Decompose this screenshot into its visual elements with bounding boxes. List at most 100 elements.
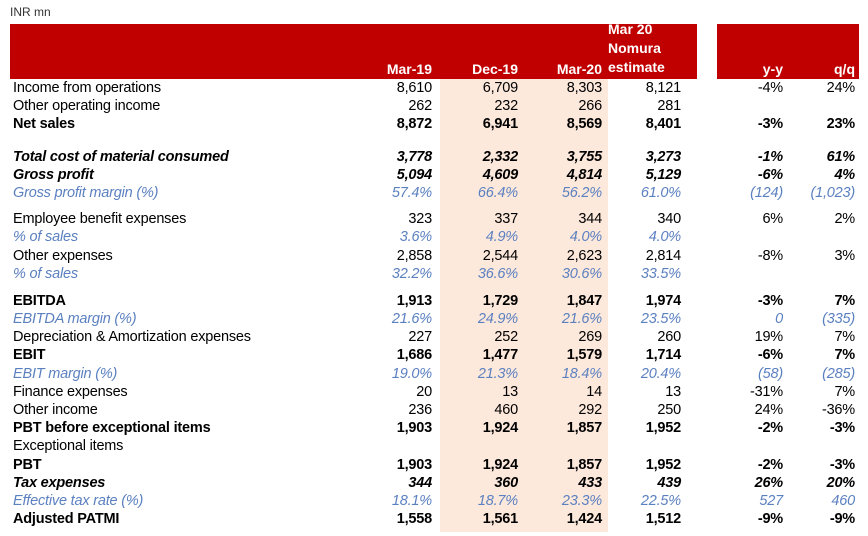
unit-label: INR mn — [10, 5, 51, 19]
cell-value: 1,903 — [396, 456, 432, 473]
cell-value: 360 — [494, 474, 518, 491]
cell-value: 4.0% — [569, 229, 602, 246]
cell-qq: 7% — [834, 383, 855, 400]
cell-value: 227 — [408, 329, 432, 346]
table-row: Income from operations 8,610 6,709 8,303 8,1… — [0, 79, 868, 97]
cell-value: 21.6% — [391, 311, 432, 328]
cell-yy: -8% — [757, 247, 783, 264]
cell-qq: 2% — [834, 211, 855, 228]
cell-value: 8,610 — [396, 80, 432, 96]
cell-value: 1,924 — [482, 456, 518, 473]
cell-value: 8,569 — [566, 116, 602, 133]
cell-yy: -2% — [757, 420, 783, 437]
row-label: EBITDA margin (%) — [13, 311, 137, 328]
cell-value: 1,857 — [566, 456, 602, 473]
table-row: Net sales 8,872 6,941 8,569 8,401 -3% 23% — [0, 115, 868, 133]
row-label: Tax expenses — [13, 474, 106, 491]
cell-value: 344 — [408, 474, 432, 491]
cell-value: 252 — [494, 329, 518, 346]
cell-value: 66.4% — [477, 184, 518, 201]
cell-value: 1,714 — [645, 347, 681, 364]
cell-value: 337 — [494, 211, 518, 228]
cell-value: 3.6% — [399, 229, 432, 246]
row-label: Exceptional items — [13, 438, 124, 455]
cell-value: 18.7% — [477, 492, 518, 509]
cell-value: 262 — [408, 98, 432, 115]
cell-value: 61.0% — [640, 184, 681, 201]
col-header-mar19: Mar-19 — [386, 61, 432, 77]
cell-value: 21.3% — [477, 365, 518, 382]
cell-qq: 7% — [834, 329, 855, 346]
table-row: EBITDA 1,913 1,729 1,847 1,974 -3% 7% — [0, 292, 868, 310]
cell-value: 1,729 — [482, 292, 518, 309]
cell-value: 260 — [657, 329, 681, 346]
cell-value: 1,924 — [482, 420, 518, 437]
table-row: PBT before exceptional items 1,903 1,924 1,… — [0, 419, 868, 437]
cell-qq: 3% — [834, 247, 855, 264]
cell-value: 21.6% — [561, 311, 602, 328]
table-row: Depreciation & Amortization expenses 227 2… — [0, 328, 868, 346]
cell-value: 344 — [578, 211, 602, 228]
cell-value: 269 — [578, 329, 602, 346]
cell-value: 30.6% — [561, 265, 602, 282]
row-label: Finance expenses — [13, 383, 128, 400]
table-row: % of sales 32.2% 36.6% 30.6% 33.5% — [0, 265, 868, 283]
row-label: Gross profit margin (%) — [13, 184, 159, 201]
cell-value: 4,814 — [566, 166, 602, 183]
cell-yy: 26% — [754, 474, 784, 491]
cell-value: 281 — [657, 98, 681, 115]
cell-value: 1,952 — [645, 420, 681, 437]
cell-value: 4,609 — [482, 166, 518, 183]
cell-yy: -31% — [749, 383, 783, 400]
estimate-line-2: Nomura — [608, 40, 661, 56]
cell-value: 6,709 — [482, 80, 518, 96]
col-header-yy: y-y — [762, 61, 783, 77]
cell-value: 57.4% — [391, 184, 432, 201]
cell-value: 1,913 — [396, 292, 432, 309]
cell-value: 1,561 — [482, 511, 518, 528]
cell-value: 33.5% — [640, 265, 681, 282]
table-row: PBT 1,903 1,924 1,857 1,952 -2% -3% — [0, 456, 868, 474]
row-label: Net sales — [13, 116, 75, 133]
cell-yy: (58) — [758, 365, 783, 382]
cell-value: 19.0% — [391, 365, 432, 382]
cell-value: 2,544 — [482, 247, 518, 264]
row-label: PBT before exceptional items — [13, 420, 211, 437]
row-label: % of sales — [13, 229, 78, 246]
cell-value: 323 — [408, 211, 432, 228]
cell-value: 340 — [657, 211, 681, 228]
col-header-estimate: Mar 20 Nomura estimate — [608, 20, 665, 79]
row-label: Effective tax rate (%) — [13, 492, 144, 509]
row-label: % of sales — [13, 265, 78, 282]
financial-table-body: Income from operations 8,610 6,709 8,303 8,1… — [0, 79, 868, 528]
cell-value: 3,778 — [396, 148, 432, 165]
table-header-change: y-y q/q — [717, 24, 859, 79]
cell-value: 3,273 — [645, 148, 681, 165]
table-row: EBIT 1,686 1,477 1,579 1,714 -6% 7% — [0, 346, 868, 364]
cell-value: 6,941 — [482, 116, 518, 133]
cell-value: 5,129 — [645, 166, 681, 183]
cell-yy: -2% — [757, 456, 783, 473]
estimate-line-1: Mar 20 — [608, 21, 653, 37]
cell-qq: 20% — [826, 474, 856, 491]
table-row: Other expenses 2,858 2,544 2,623 2,814 -8% 3% — [0, 247, 868, 265]
cell-value: 8,121 — [645, 80, 681, 96]
cell-qq: -9% — [829, 511, 855, 528]
table-row: Employee benefit expenses 323 337 344 340 6% 2… — [0, 210, 868, 228]
cell-value: 20.4% — [640, 365, 681, 382]
highlight-column-shade — [440, 79, 608, 532]
cell-qq: -36% — [821, 402, 855, 418]
cell-value: 56.2% — [561, 184, 602, 201]
cell-value: 433 — [578, 474, 602, 491]
col-header-qq: q/q — [834, 61, 855, 77]
row-label: Total cost of material consumed — [13, 148, 229, 165]
cell-value: 4.0% — [648, 229, 681, 246]
cell-value: 1,579 — [566, 347, 602, 364]
table-header-main: Mar-19 Dec-19 Mar-20 Mar 20 Nomura estim… — [10, 21, 697, 79]
cell-value: 1,903 — [396, 420, 432, 437]
cell-value: 18.1% — [391, 492, 432, 509]
table-row: Other income 236 460 292 250 24% -36% — [0, 401, 868, 419]
cell-value: 8,872 — [396, 116, 432, 133]
cell-value: 250 — [657, 402, 681, 418]
cell-value: 2,814 — [645, 247, 681, 264]
